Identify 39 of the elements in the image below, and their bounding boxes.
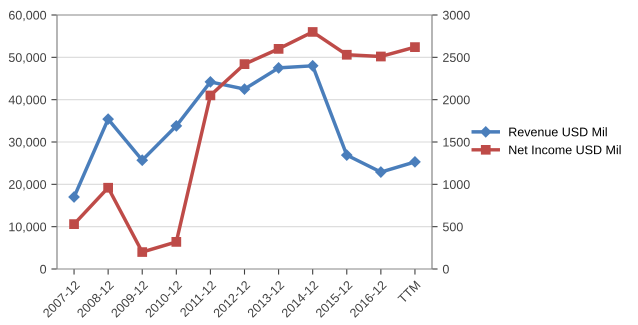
point (272, 62, 284, 74)
point (170, 120, 182, 132)
y2-tick-label: 1000 (443, 180, 470, 189)
y-tick-label: 50,000 (8, 53, 46, 64)
point (409, 156, 421, 168)
y2-tick-label: 3000 (442, 10, 470, 20)
x-tick-label: TTM (397, 280, 421, 304)
point (238, 83, 250, 95)
y2-tick-label: 2500 (443, 53, 470, 62)
y2-tick-label: 0 (442, 264, 449, 274)
point (102, 114, 114, 125)
legend-label: Net Income USD Mil (509, 145, 621, 154)
point (376, 52, 386, 62)
point (103, 182, 113, 193)
point (68, 191, 80, 203)
y-tick-label: 30,000 (8, 138, 46, 148)
y-tick-label: 0 (40, 264, 46, 274)
point (342, 50, 352, 60)
point (375, 166, 386, 178)
point (69, 219, 79, 229)
point (204, 76, 216, 88)
y2-tick-label: 500 (442, 222, 463, 232)
y2-tick-label: 2000 (443, 95, 470, 104)
point (240, 59, 250, 69)
point (307, 60, 318, 72)
point (274, 44, 284, 54)
point (341, 150, 352, 161)
point (136, 154, 148, 166)
point (410, 42, 420, 52)
y2-tick-label: 1500 (443, 138, 470, 147)
y-tick-label: 60,000 (8, 10, 46, 22)
y-tick-label: 10,000 (9, 222, 46, 233)
point (206, 90, 216, 100)
y-tick-label: 20,000 (8, 180, 46, 190)
legend-label: Revenue USD Mil (509, 127, 607, 136)
y-tick-label: 40,000 (8, 95, 46, 106)
point (171, 237, 182, 247)
point (137, 247, 148, 257)
point (308, 27, 318, 37)
